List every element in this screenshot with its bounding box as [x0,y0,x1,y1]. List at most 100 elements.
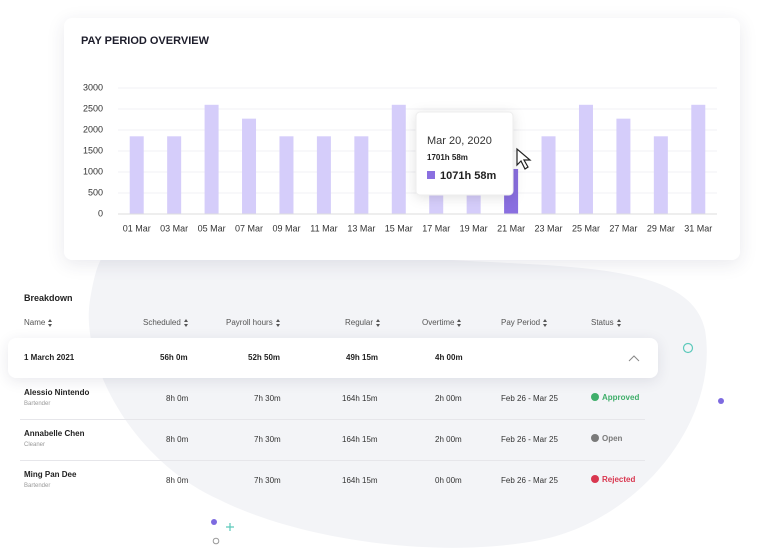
y-tick-label: 2500 [83,103,103,113]
x-tick-label: 09 Mar [272,223,300,233]
cell-payroll: 7h 30m [254,476,281,485]
status-icon [591,393,599,401]
x-tick-label: 13 Mar [347,223,375,233]
x-tick-label: 05 Mar [198,223,226,233]
bar [204,104,219,214]
x-tick-label: 07 Mar [235,223,263,233]
collapse-icon[interactable] [628,354,640,362]
x-tick-label: 03 Mar [160,223,188,233]
column-header[interactable]: Overtime [422,318,462,327]
cell-overtime: 0h 00m [435,476,462,485]
cell-payroll: 7h 30m [254,394,281,403]
x-tick-label: 27 Mar [609,223,637,233]
bar [129,136,144,214]
cell-period: Feb 26 - Mar 25 [501,435,558,444]
cell-regular: 164h 15m [342,435,378,444]
column-header[interactable]: Payroll hours [226,318,281,327]
cell-regular: 164h 15m [342,394,378,403]
status: Open [591,434,622,443]
group-overtime: 4h 00m [435,353,463,362]
x-tick-label: 01 Mar [123,223,151,233]
bar [578,104,593,214]
column-header[interactable]: Name [24,318,53,327]
x-tick-label: 31 Mar [684,223,712,233]
cell-payroll: 7h 30m [254,435,281,444]
cell-regular: 164h 15m [342,476,378,485]
x-tick-label: 17 Mar [422,223,450,233]
x-tick-label: 19 Mar [460,223,488,233]
column-header[interactable]: Scheduled [143,318,189,327]
bar [354,136,369,214]
cell-period: Feb 26 - Mar 25 [501,476,558,485]
sort-icon[interactable] [183,318,189,327]
tooltip-swatch [427,171,435,179]
column-header[interactable]: Pay Period [501,318,548,327]
chart-title: PAY PERIOD OVERVIEW [81,35,210,47]
group-regular: 49h 15m [346,353,379,362]
x-tick-label: 25 Mar [572,223,600,233]
sort-icon[interactable] [275,318,281,327]
sort-icon[interactable] [376,318,381,327]
y-tick-label: 0 [98,208,103,218]
y-tick-label: 1000 [83,166,103,176]
tooltip-value: 1071h 58m [440,170,496,182]
status: Rejected [591,475,635,484]
employee-role: Bartender [24,483,51,489]
group-label: 1 March 2021 [24,353,75,362]
cell-period: Feb 26 - Mar 25 [501,394,558,403]
column-header[interactable]: Status [591,318,622,327]
bar [167,136,182,214]
status-text: Rejected [602,475,636,484]
tooltip-title: Mar 20, 2020 [427,135,492,147]
group-payroll: 52h 50m [248,353,281,362]
status-icon [591,434,599,442]
y-tick-label: 2000 [83,124,103,134]
cursor [516,147,532,170]
status-icon [591,475,599,483]
sort-icon[interactable] [543,318,548,327]
group-row[interactable] [8,338,658,378]
bar [316,136,331,214]
sort-icon[interactable] [616,318,622,327]
employee-name: Alessio Nintendo [24,388,90,397]
employee-role: Bartender [24,401,51,407]
x-tick-label: 21 Mar [497,223,525,233]
group-scheduled: 56h 0m [160,353,188,362]
bar [391,104,406,214]
cell-overtime: 2h 00m [435,394,462,403]
x-tick-label: 29 Mar [647,223,675,233]
row-separator [20,419,645,420]
bar [616,118,631,214]
chart-card: PAY PERIOD OVERVIEW 0 500 1000 1500 2000 2500… [64,18,740,260]
bar [242,118,257,214]
section-title: Breakdown [24,293,73,303]
x-tick-label: 23 Mar [535,223,563,233]
bar [279,136,294,214]
x-tick-label: 15 Mar [385,223,413,233]
row-separator [20,460,645,461]
x-tick-label: 11 Mar [310,223,337,233]
sort-icon[interactable] [457,318,462,327]
cell-overtime: 2h 00m [435,435,462,444]
column-header[interactable]: Regular [345,318,381,327]
chart: PAY PERIOD OVERVIEW 0 500 1000 1500 2000 2500… [81,35,717,233]
bar [653,136,668,214]
tooltip-subtitle: 1701h 58m [427,153,468,162]
cell-scheduled: 8h 0m [166,394,189,403]
status: Approved [591,393,639,402]
cell-scheduled: 8h 0m [166,435,189,444]
employee-name: Annabelle Chen [24,429,85,438]
employee-role: Cleaner [24,442,46,448]
y-tick-label: 500 [88,187,103,197]
bar [691,104,706,214]
y-tick-label: 3000 [83,82,103,92]
y-tick-label: 1500 [83,145,103,155]
tooltip: Mar 20, 2020 1701h 58m 1071h 58m [415,111,514,196]
sort-icon[interactable] [48,318,53,327]
status-text: Approved [602,393,640,402]
cell-scheduled: 8h 0m [166,476,189,485]
employee-name: Ming Pan Dee [24,470,77,479]
status-text: Open [602,434,623,443]
